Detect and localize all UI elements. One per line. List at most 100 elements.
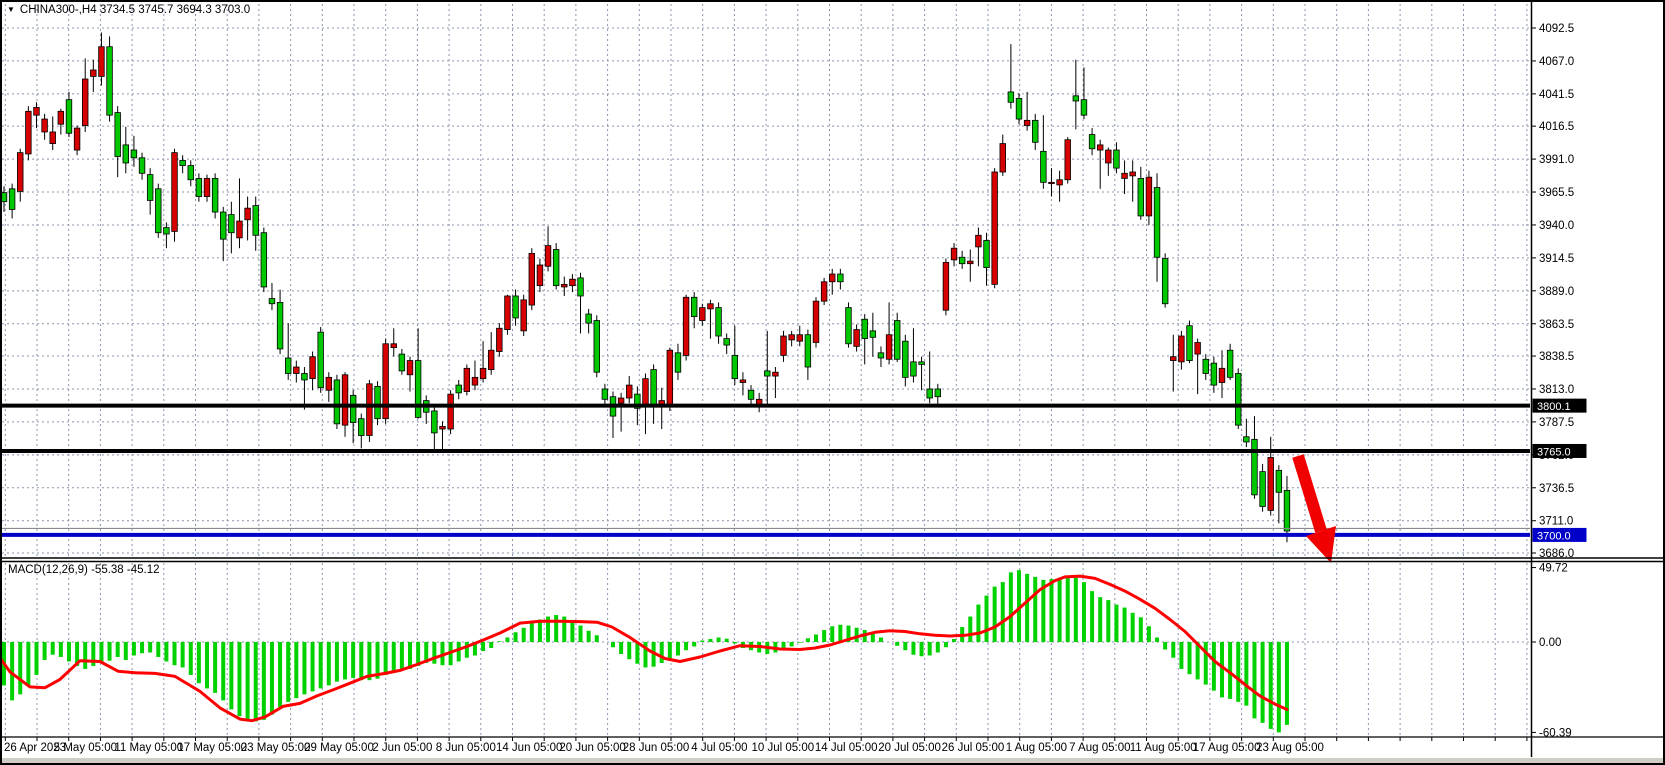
- hlines-layer: [2, 403, 1530, 537]
- candle-body: [244, 207, 251, 221]
- macd-name: MACD(12,26,9): [8, 564, 88, 576]
- candle-body: [195, 178, 203, 197]
- candle-body: [682, 296, 690, 356]
- time-tick-label: 23 Aug 05:00: [1256, 742, 1324, 754]
- candle-body: [1170, 356, 1177, 361]
- time-tick-label: 10 Jul 05:00: [751, 742, 814, 754]
- candle-body: [496, 327, 503, 352]
- candle-body: [1153, 187, 1161, 258]
- candle-body: [138, 157, 146, 174]
- candle-body: [1161, 258, 1169, 305]
- time-tick-label: 11 Aug 05:00: [1130, 742, 1197, 754]
- candle-body: [1080, 99, 1088, 116]
- candle-body: [0, 192, 8, 203]
- candle-body: [942, 262, 950, 311]
- time-tick-label: 23 May 05:00: [241, 742, 311, 754]
- candle-body: [804, 334, 812, 368]
- candle-body: [691, 296, 698, 318]
- macd-tick-label: -60.39: [1539, 727, 1572, 739]
- candle-body: [293, 366, 300, 374]
- candle-body: [715, 307, 722, 337]
- price-tick-label: 4016.5: [1539, 121, 1574, 133]
- down-arrow-annotation[interactable]: [1292, 454, 1336, 563]
- candle-body: [861, 318, 868, 340]
- time-tick-label: 17 Aug 05:00: [1193, 742, 1261, 754]
- candle-body: [512, 295, 519, 319]
- time-tick-label: 26 Apr 2023: [4, 742, 66, 754]
- candle-body: [1032, 119, 1039, 143]
- candle-body: [90, 69, 97, 77]
- candle-body: [796, 334, 803, 342]
- candle-body: [1235, 373, 1242, 426]
- candle-body: [228, 214, 235, 234]
- candle-body: [552, 249, 560, 287]
- candle-body: [975, 234, 982, 248]
- candle-body: [1105, 149, 1112, 164]
- price-tick-label: 3711.0: [1539, 516, 1573, 528]
- candle-body: [1097, 144, 1104, 151]
- time-tick-label: 11 May 05:00: [114, 742, 183, 754]
- candle-body: [25, 110, 32, 155]
- candle-body: [829, 273, 836, 283]
- time-tick-label: 5 May 05:00: [54, 742, 117, 754]
- candle-body: [593, 320, 600, 373]
- candle-body: [837, 273, 844, 283]
- candle-body: [33, 107, 40, 116]
- candle-body: [926, 388, 933, 399]
- macd-indicator-label: MACD(12,26,9) -55.38 -45.12: [8, 564, 160, 576]
- candle-body: [731, 354, 738, 380]
- time-tick-label: 20 Jul 05:00: [878, 742, 941, 754]
- price-tick-label: 4092.5: [1539, 23, 1574, 35]
- candle-body: [1202, 358, 1209, 374]
- candle-body: [885, 334, 893, 360]
- candle-body: [820, 281, 828, 302]
- symbol-name: CHINA300-,H4: [19, 4, 97, 16]
- time-tick-label: 14 Jul 05:00: [815, 742, 878, 754]
- candle-body: [569, 278, 576, 287]
- candle-body: [155, 188, 162, 234]
- arrow-shaft: [1292, 454, 1327, 533]
- candle-body: [788, 334, 795, 341]
- candle-body: [1056, 179, 1063, 186]
- price-tick-label: 3940.0: [1539, 220, 1574, 232]
- candle-body: [317, 331, 324, 389]
- candle-body: [869, 330, 877, 338]
- candle-body: [1243, 436, 1250, 443]
- macd-signal-line: [0, 574, 1289, 723]
- candle-body: [220, 211, 227, 240]
- candle-body: [203, 178, 211, 197]
- candle-body: [739, 379, 747, 383]
- candle-body: [674, 352, 682, 373]
- candle-body: [114, 112, 121, 157]
- candle-body: [1186, 325, 1193, 361]
- candle-body: [179, 159, 186, 166]
- candle-body: [967, 260, 974, 265]
- candle-body: [528, 252, 535, 306]
- candle-body: [536, 264, 544, 287]
- price-tick-label: 3914.5: [1539, 253, 1574, 265]
- candle-body: [958, 256, 966, 265]
- candle-body: [439, 426, 446, 430]
- price-tick-label: 4067.0: [1539, 56, 1574, 68]
- candle-body: [284, 357, 292, 374]
- candle-body: [910, 361, 917, 377]
- symbol-dropdown-icon[interactable]: ▼: [7, 5, 15, 14]
- candle-body: [301, 373, 308, 381]
- candle-body: [1129, 171, 1136, 177]
- candle-body: [1113, 149, 1120, 169]
- candle-body: [1137, 178, 1144, 217]
- candle-body: [382, 343, 389, 420]
- hline-label-box: [1532, 398, 1587, 413]
- candle-body: [341, 374, 349, 426]
- candle-body: [73, 127, 81, 151]
- candle-body: [366, 383, 373, 436]
- price-tick-label: 3686.0: [1539, 548, 1574, 560]
- price-tick-label: 3991.0: [1539, 154, 1574, 166]
- candle-body: [1259, 471, 1266, 507]
- macd-tick-label: 49.72: [1539, 563, 1568, 575]
- price-tick-label: 3889.0: [1539, 286, 1574, 298]
- macd-values: -55.38 -45.12: [91, 564, 160, 576]
